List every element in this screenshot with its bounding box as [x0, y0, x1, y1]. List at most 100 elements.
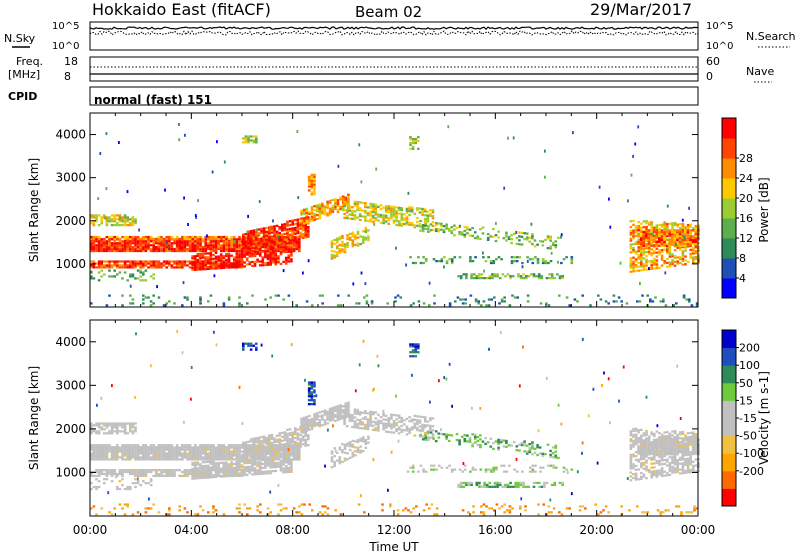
range-gate-cell: [299, 233, 302, 236]
range-gate-cell: [338, 251, 342, 254]
range-gate-cell: [253, 446, 257, 449]
range-gate-cell: [206, 460, 210, 463]
range-gate-cell: [515, 445, 519, 448]
range-gate-cell: [129, 244, 132, 247]
range-gate-cell: [206, 468, 210, 471]
range-gate-cell: [548, 277, 551, 280]
range-gate-cell: [244, 139, 248, 142]
range-gate-cell: [193, 262, 197, 266]
range-gate-cell: [246, 240, 249, 243]
range-gate-cell: [246, 454, 249, 457]
range-gate-cell: [90, 472, 93, 476]
range-gate-cell: [271, 249, 275, 253]
range-gate-cell: [113, 269, 116, 272]
range-gate-cell: [525, 444, 529, 447]
range-gate-cell: [374, 217, 378, 220]
range-gate-cell: [478, 277, 481, 280]
range-gate-cell: [390, 413, 393, 416]
range-gate-cell: [136, 469, 140, 472]
range-gate-cell: [90, 456, 93, 459]
range-gate-cell: [259, 246, 262, 249]
range-gate-cell: [129, 275, 132, 278]
range-gate-cell: [437, 230, 441, 233]
range-gate-cell: [209, 472, 213, 475]
range-gate-cell: [92, 456, 96, 459]
range-gate-cell: [681, 242, 684, 246]
range-gate-cell: [307, 175, 311, 178]
range-gate-cell: [338, 249, 342, 253]
range-gate-cell: [222, 242, 226, 245]
range-gate-cell: [300, 209, 303, 212]
range-gate-cell: [426, 424, 430, 427]
range-gate-cell: [671, 253, 674, 256]
range-gate-cell: [660, 242, 664, 246]
range-gate-cell: [658, 224, 661, 227]
range-gate-cell: [692, 252, 695, 255]
range-gate-cell: [183, 247, 187, 251]
range-gate-cell: [302, 271, 304, 275]
range-gate-cell: [139, 262, 142, 265]
range-gate-cell: [264, 456, 267, 459]
range-gate-cell: [144, 242, 148, 245]
range-gate-cell: [149, 244, 153, 247]
range-gate-cell: [100, 470, 103, 474]
range-gate-cell: [343, 415, 346, 418]
range-gate-cell: [134, 235, 137, 239]
range-gate-cell: [126, 240, 129, 243]
range-gate-cell: [344, 198, 348, 201]
range-gate-cell: [191, 244, 194, 247]
range-gate-cell: [645, 231, 648, 234]
range-gate-cell: [201, 466, 205, 470]
range-gate-cell: [134, 446, 137, 449]
range-gate-cell: [686, 227, 690, 231]
range-gate-cell: [288, 443, 292, 447]
range-gate-cell: [147, 482, 150, 485]
range-gate-cell: [262, 437, 266, 440]
range-gate-cell: [526, 256, 529, 259]
range-gate-cell: [479, 228, 482, 231]
range-gate-cell: [118, 480, 122, 483]
range-gate-cell: [134, 264, 137, 267]
range-gate-cell: [219, 259, 223, 262]
range-gate-cell: [149, 450, 153, 453]
range-gate-cell: [277, 255, 280, 258]
range-gate-cell: [681, 232, 685, 235]
range-gate-cell: [273, 240, 276, 243]
range-gate-cell: [209, 452, 213, 455]
range-gate-cell: [118, 216, 122, 219]
range-gate-cell: [100, 240, 103, 243]
range-gate-cell: [142, 470, 145, 474]
range-gate-cell: [217, 465, 220, 469]
range-gate-cell: [235, 450, 239, 453]
range-gate-cell: [253, 473, 257, 476]
range-gate-cell: [274, 263, 278, 266]
range-gate-cell: [416, 423, 419, 426]
range-gate-cell: [338, 456, 342, 459]
range-gate-cell: [277, 235, 280, 239]
range-gate-cell: [100, 446, 103, 449]
range-gate-cell: [160, 452, 163, 455]
range-gate-cell: [315, 412, 319, 415]
range-gate-cell: [459, 277, 463, 280]
range-gate-cell: [681, 224, 685, 227]
range-gate-cell: [364, 442, 368, 446]
range-gate-cell: [296, 432, 300, 435]
range-gate-cell: [92, 277, 96, 280]
range-gate-cell: [134, 448, 137, 451]
range-gate-cell: [310, 219, 314, 222]
range-gate-cell: [510, 261, 514, 265]
range-gate-cell: [528, 240, 532, 243]
range-gate-cell: [187, 223, 189, 226]
range-gate-cell: [683, 235, 686, 239]
range-gate-cell: [387, 211, 391, 214]
range-gate-cell: [129, 246, 132, 249]
range-gate-cell: [277, 261, 280, 264]
range-gate-cell: [258, 472, 262, 476]
range-gate-cell: [629, 245, 633, 248]
range-gate-cell: [274, 261, 278, 264]
range-gate-cell: [447, 433, 451, 437]
range-gate-cell: [666, 252, 669, 255]
range-gate-cell: [400, 430, 404, 433]
range-gate-cell: [345, 209, 349, 212]
range-gate-cell: [123, 242, 127, 245]
